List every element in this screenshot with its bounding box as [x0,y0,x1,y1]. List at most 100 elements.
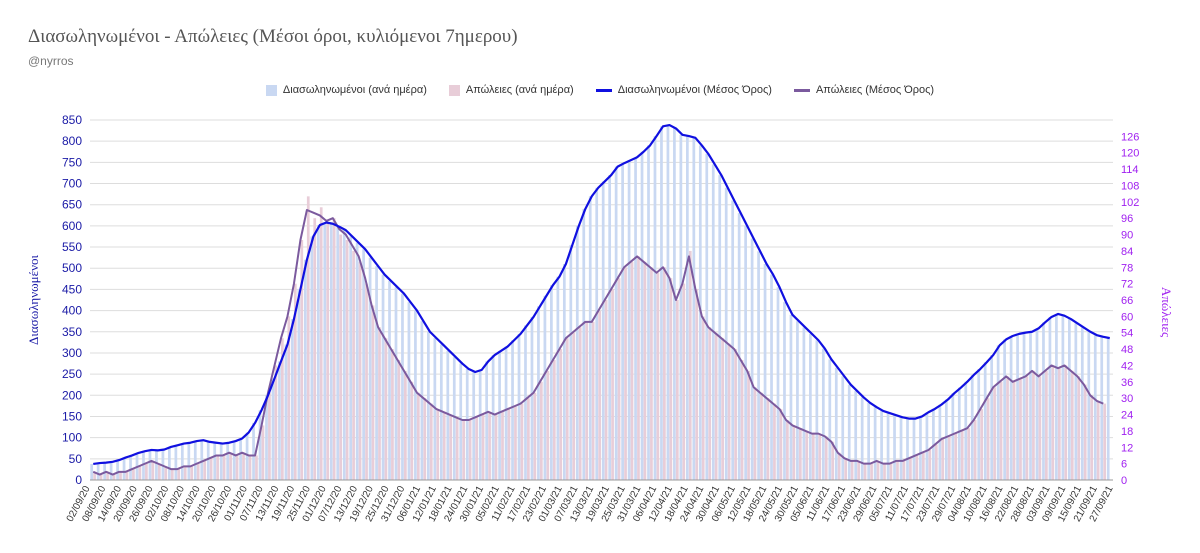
y-tick-right-19: 114 [1121,164,1139,176]
bar-intubated-38 [336,226,340,480]
legend-item-intubated-daily[interactable]: Διασωληνωμένοι (ανά ημέρα) [265,84,427,96]
bar-intubated-28 [271,378,275,480]
bar-intubated-136 [970,374,974,480]
bar-intubated-73 [562,264,566,480]
bar-deaths-3 [112,474,116,480]
y-tick-left-3: 150 [62,409,82,423]
y-tick-left-5: 250 [62,367,82,381]
bar-deaths-37 [332,218,336,480]
bars-deaths [93,196,1107,481]
bar-deaths-48 [404,370,407,480]
y-tick-right-10: 60 [1121,311,1133,323]
bar-intubated-41 [355,242,359,480]
y-tick-left-11: 550 [62,240,82,254]
bar-intubated-33 [303,259,307,480]
bar-deaths-78 [598,310,601,480]
bar-intubated-98 [724,187,728,480]
bar-intubated-47 [394,287,398,480]
bar-intubated-32 [297,289,301,480]
bar-deaths-31 [293,283,297,480]
bar-intubated-2 [103,462,106,480]
bar-deaths-74 [572,332,576,480]
bar-deaths-130 [934,444,938,480]
bar-intubated-145 [1029,331,1032,480]
y-tick-left-14: 700 [62,177,82,191]
bar-deaths-124 [896,460,899,480]
bar-deaths-17 [203,460,207,480]
bar-deaths-59 [475,417,478,480]
bar-intubated-25 [252,422,255,480]
bar-deaths-114 [831,441,835,480]
y-tick-right-8: 48 [1121,344,1133,356]
bar-deaths-44 [378,327,381,480]
bar-intubated-48 [401,293,404,480]
bar-deaths-91 [682,283,686,480]
bar-deaths-108 [792,425,796,480]
bar-intubated-26 [258,410,262,480]
bar-deaths-118 [857,460,860,480]
legend-swatch-deaths-avg [793,88,810,92]
bar-intubated-9 [148,449,152,480]
bar-deaths-135 [967,428,971,480]
bar-deaths-146 [1038,376,1042,480]
y-tick-left-10: 500 [62,261,82,275]
bar-deaths-61 [488,411,491,480]
bar-deaths-73 [565,338,569,480]
bar-deaths-12 [170,469,174,480]
bar-deaths-103 [760,392,763,480]
legend-item-intubated-avg[interactable]: Διασωληνωμένοι (Μέσος Όρος) [595,84,772,96]
bar-deaths-105 [773,403,776,480]
bar-deaths-88 [663,267,666,480]
legend-item-deaths-daily[interactable]: Απώλειες (ανά ημέρα) [448,84,574,96]
line-deaths-avg [92,209,1104,476]
bar-deaths-39 [345,240,349,480]
bar-intubated-16 [193,441,197,480]
bar-deaths-77 [591,321,595,480]
bar-deaths-143 [1019,379,1022,480]
bar-deaths-21 [229,452,232,480]
y-tick-right-5: 30 [1121,393,1133,405]
bar-deaths-43 [371,305,375,480]
bar-deaths-63 [501,411,504,480]
bar-deaths-66 [520,403,524,480]
bar-deaths-115 [837,452,841,480]
y-tick-left-15: 750 [62,155,82,169]
bar-intubated-68 [530,316,534,480]
bar-intubated-121 [873,407,877,480]
bar-intubated-5 [122,457,126,480]
bar-deaths-69 [539,381,543,480]
bar-deaths-131 [941,439,945,480]
bar-intubated-83 [627,160,631,480]
bar-deaths-42 [365,283,368,480]
bar-intubated-12 [168,446,171,480]
bar-intubated-107 [783,302,786,480]
bar-deaths-75 [578,327,582,480]
bar-intubated-64 [504,346,508,480]
bar-intubated-56 [452,357,456,480]
bar-intubated-153 [1080,327,1084,480]
bar-intubated-40 [349,236,353,480]
bar-deaths-67 [527,398,530,480]
y-tick-left-2: 100 [62,431,82,445]
bar-intubated-113 [821,348,825,480]
bar-intubated-95 [705,153,709,480]
legend-item-deaths-avg[interactable]: Απώλειες (Μέσος Όρος) [793,84,934,96]
bar-deaths-30 [287,316,291,480]
bar-intubated-75 [575,225,579,480]
bar-deaths-70 [546,370,550,480]
bar-deaths-112 [818,433,822,480]
bar-intubated-24 [245,432,249,480]
bar-intubated-115 [834,367,838,480]
bar-intubated-138 [983,362,987,480]
bar-deaths-150 [1064,365,1068,480]
bar-intubated-30 [284,344,288,480]
bar-deaths-113 [824,436,828,480]
bar-deaths-93 [695,289,699,480]
bar-intubated-4 [116,460,119,480]
bar-deaths-76 [585,321,589,480]
bar-intubated-100 [737,213,741,481]
bar-deaths-98 [727,343,731,480]
bar-intubated-117 [847,384,851,480]
bar-deaths-62 [494,414,498,480]
bar-intubated-21 [226,442,230,480]
